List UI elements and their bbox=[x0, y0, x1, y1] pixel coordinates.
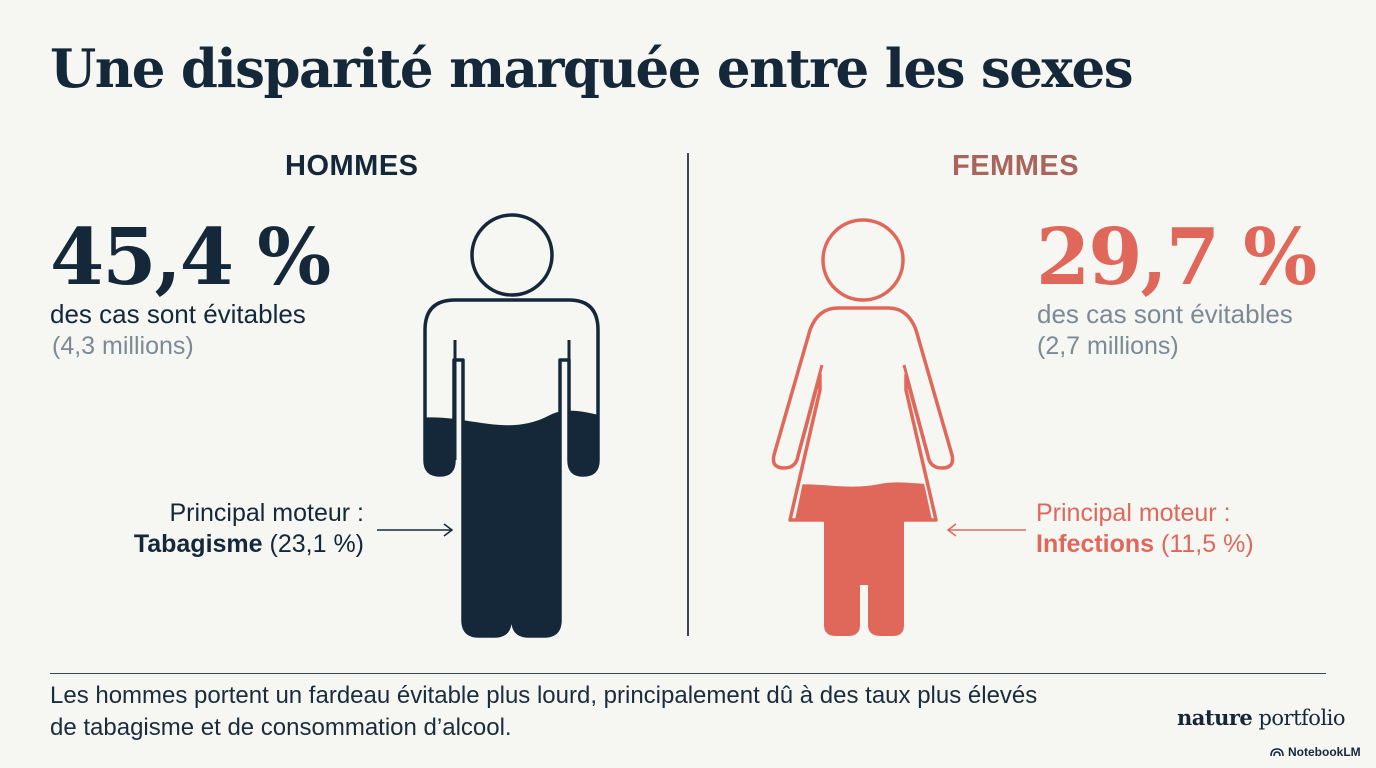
men-count: (4,3 millions) bbox=[52, 332, 194, 360]
male-head bbox=[470, 213, 554, 297]
nature-portfolio-logo: nature portfolio bbox=[1177, 705, 1346, 730]
women-subtitle: des cas sont évitables bbox=[1037, 299, 1293, 329]
women-driver-name: Infections bbox=[1036, 530, 1155, 558]
women-heading: FEMMES bbox=[952, 150, 1080, 182]
female-head bbox=[821, 218, 905, 302]
women-percent: 29,7 % bbox=[1036, 212, 1317, 303]
vertical-divider bbox=[687, 153, 689, 636]
notebooklm-badge: NotebookLM bbox=[1270, 745, 1361, 759]
male-body bbox=[423, 298, 600, 638]
men-subtitle: des cas sont évitables bbox=[50, 299, 306, 329]
women-driver: Principal moteur : Infections (11,5 %) bbox=[1036, 498, 1254, 560]
horizontal-divider bbox=[50, 673, 1326, 674]
men-percent: 45,4 % bbox=[50, 212, 331, 303]
footer-text: Les hommes portent un fardeau évitable p… bbox=[50, 680, 1037, 744]
women-driver-label: Principal moteur : bbox=[1036, 499, 1231, 527]
notebooklm-icon bbox=[1270, 748, 1284, 757]
footer-line-1: Les hommes portent un fardeau évitable p… bbox=[50, 682, 1038, 709]
men-driver: Principal moteur : Tabagisme (23,1 %) bbox=[134, 498, 364, 560]
men-driver-name: Tabagisme bbox=[133, 530, 263, 558]
men-driver-value: (23,1 %) bbox=[269, 530, 364, 558]
women-count: (2,7 millions) bbox=[1037, 332, 1179, 360]
page-title: Une disparité marquée entre les sexes bbox=[50, 38, 1134, 100]
female-body bbox=[771, 306, 955, 522]
footer-line-2: de tabagisme et de consommation d’alcool… bbox=[50, 714, 512, 741]
men-driver-label: Principal moteur : bbox=[169, 499, 364, 527]
men-heading: HOMMES bbox=[285, 150, 419, 182]
women-driver-value: (11,5 %) bbox=[1161, 530, 1254, 558]
